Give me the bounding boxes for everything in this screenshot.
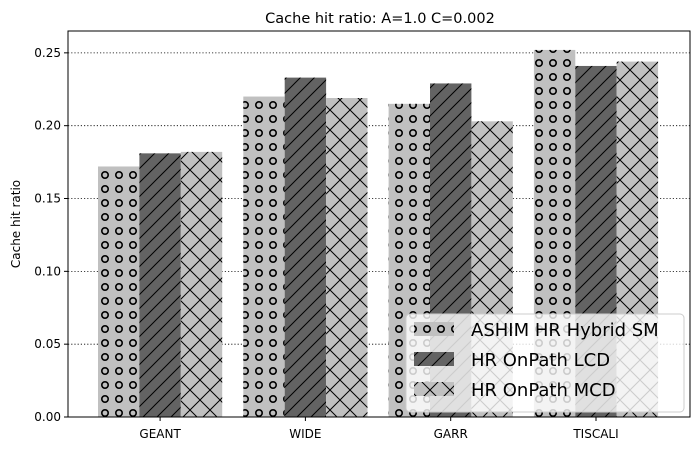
bars (98, 49, 659, 417)
x-tick-label: GARR (434, 427, 468, 441)
chart-title: Cache hit ratio: A=1.0 C=0.002 (265, 11, 495, 27)
gridlines (68, 52, 690, 345)
bar-hatch (98, 166, 140, 417)
legend-box (405, 313, 685, 413)
legend-swatch-hatch (414, 322, 454, 336)
legend-swatch-hatch (414, 352, 454, 366)
bar-hatch (326, 98, 368, 417)
x-axis-ticks: GEANT WIDE GARR TISCALI (139, 417, 619, 441)
y-tick-label: 0.10 (34, 264, 61, 278)
bar-hatch (284, 77, 327, 417)
bar-hatch (243, 96, 285, 417)
legend-label: HR OnPath LCD (471, 350, 610, 371)
bar-hatch (180, 151, 223, 417)
legend: ASHIM HR Hybrid SM HR OnPath LCD HR OnPath… (405, 313, 685, 413)
plot-frame (67, 30, 691, 418)
y-tick-label: 0.15 (34, 192, 61, 206)
y-tick-label: 0.25 (34, 46, 61, 60)
y-axis-label: Cache hit ratio (9, 180, 23, 268)
y-tick-label: 0.05 (34, 337, 61, 351)
x-tick-label: GEANT (139, 427, 181, 441)
legend-label: HR OnPath MCD (471, 380, 616, 401)
bar-hatch (139, 153, 181, 417)
legend-swatch-hatch (414, 382, 454, 396)
y-tick-label: 0.20 (34, 119, 61, 133)
x-tick-label: TISCALI (572, 427, 618, 441)
y-tick-label: 0.00 (34, 410, 61, 424)
y-axis-ticks: 0.00 0.05 0.10 0.15 0.20 0.25 (34, 46, 68, 424)
x-tick-label: WIDE (289, 427, 321, 441)
legend-label: ASHIM HR Hybrid SM (471, 320, 659, 341)
